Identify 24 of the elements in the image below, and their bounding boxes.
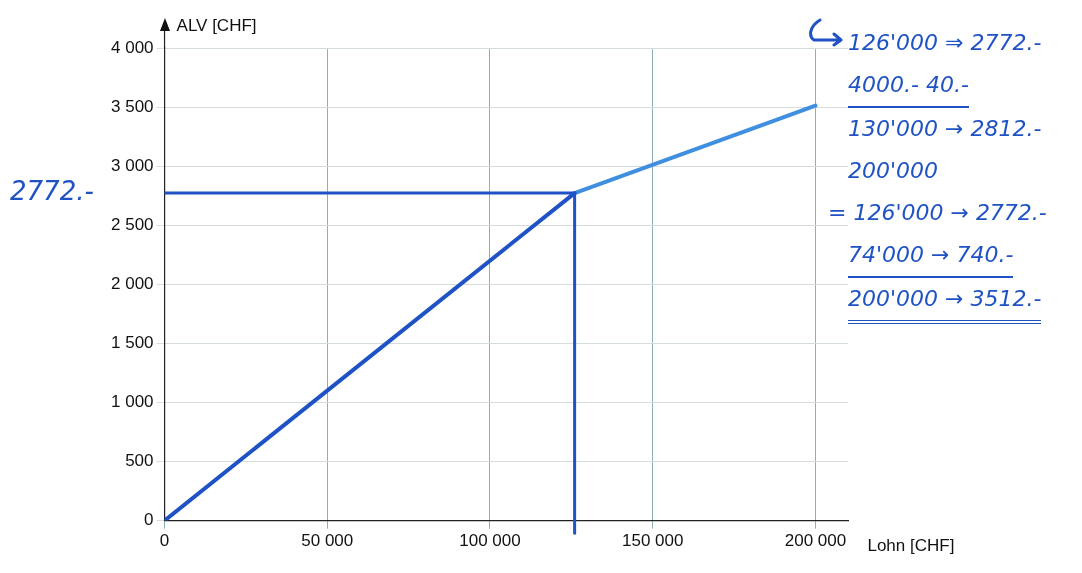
y-tick-label: 1 500 xyxy=(110,333,154,353)
y-tick-label: 500 xyxy=(125,451,154,471)
annotation: = 126'000 → 2772.- xyxy=(828,199,1047,227)
text: 4000.- 40.- xyxy=(848,64,969,108)
y-tick-label: 0 xyxy=(144,510,154,530)
text: 126'000 ⇒ 2772.- xyxy=(848,29,1042,57)
x-axis-title: Lohn [CHF] xyxy=(867,536,955,556)
y-tick-label: 2 000 xyxy=(110,273,154,293)
x-tick-label: 100 000 xyxy=(459,531,521,551)
ref-line-label: 2772.- xyxy=(10,175,94,206)
y-tick-label: 3 000 xyxy=(110,155,154,175)
x-tick-label: 200 000 xyxy=(784,531,847,551)
y-tick-label: 1 000 xyxy=(110,392,154,412)
text: 74'000 → 740.- xyxy=(848,234,1014,278)
y-tick-label: 2 500 xyxy=(110,214,154,234)
x-tick-label: 0 xyxy=(159,531,170,551)
x-tick-label: 150 000 xyxy=(622,531,684,551)
text: 200'000 xyxy=(848,157,939,185)
y-tick-label: 3 500 xyxy=(110,96,154,116)
x-tick-label: 50 000 xyxy=(301,531,354,551)
y-tick-label: 4 000 xyxy=(110,37,154,57)
text: 130'000 → 2812.- xyxy=(848,115,1042,143)
text: 200'000 → 3512.- xyxy=(848,278,1042,324)
y-axis-title: ALV [CHF] xyxy=(176,15,257,35)
